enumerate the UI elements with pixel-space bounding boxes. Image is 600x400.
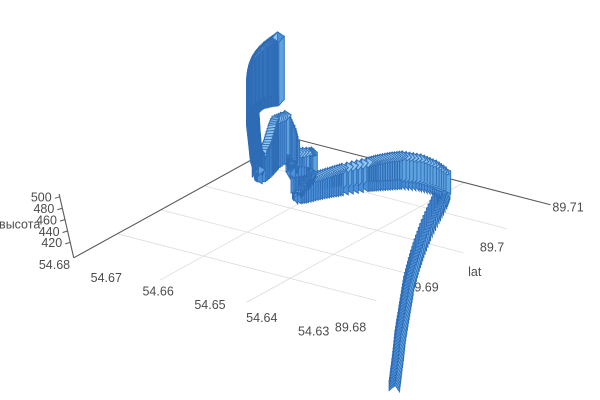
svg-text:lat: lat (468, 265, 482, 279)
svg-text:500: 500 (31, 191, 52, 205)
svg-text:54.67: 54.67 (91, 271, 122, 285)
svg-text:54.68: 54.68 (39, 258, 70, 272)
svg-text:высота: высота (0, 218, 40, 232)
svg-text:54.66: 54.66 (142, 284, 173, 298)
svg-text:89.68: 89.68 (335, 320, 366, 334)
svg-text:54.65: 54.65 (194, 298, 225, 312)
svg-text:89.71: 89.71 (552, 201, 583, 215)
svg-text:54.63: 54.63 (298, 325, 329, 339)
svg-text:54.64: 54.64 (246, 311, 277, 325)
svg-text:89.7: 89.7 (480, 241, 504, 255)
